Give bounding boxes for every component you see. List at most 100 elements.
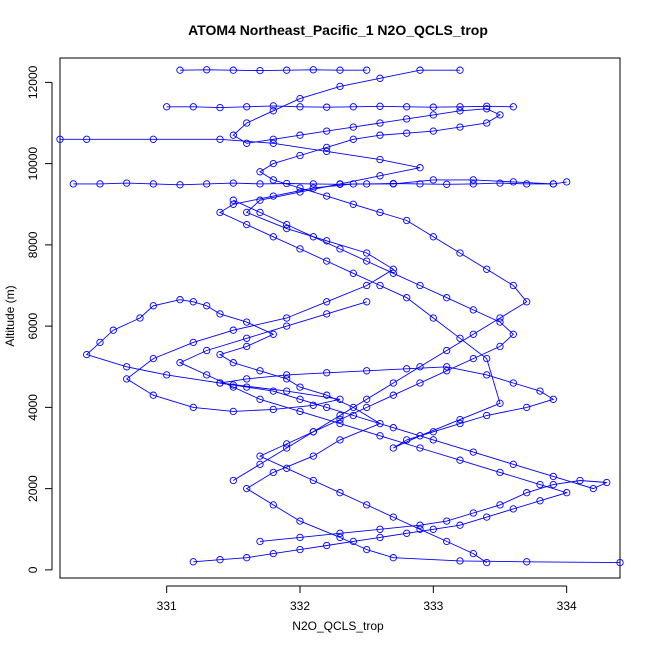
data-point [496,179,504,187]
data-point [456,557,464,565]
data-point [123,375,131,383]
data-point [243,342,251,351]
data-point [256,180,264,188]
data-point [483,558,491,567]
data-point [403,103,411,111]
data-point [256,208,264,217]
data-point [243,208,251,217]
data-point [456,334,464,342]
data-point [203,302,211,310]
data-point [283,444,291,452]
data-point [323,257,331,265]
data-point [216,379,224,387]
data-point [243,119,251,127]
plot-frame [59,57,621,579]
data-point [376,119,384,127]
data-point [376,102,384,110]
data-point [376,155,384,164]
data-point [336,489,344,497]
data-point [509,178,517,186]
data-point [83,135,91,143]
data-point [509,330,517,338]
data-point [443,363,451,371]
data-point [256,460,264,468]
data-point [309,184,317,192]
data-point [456,456,464,464]
data-point [549,395,557,403]
data-point [349,411,357,420]
data-point [416,281,424,290]
data-point [243,334,251,342]
data-point [256,196,264,204]
data-point [229,179,237,187]
data-point [483,371,491,379]
data-point [283,314,291,322]
data-point [243,484,251,493]
data-point [403,365,411,373]
data-point [483,513,491,521]
data-point [616,558,624,567]
data-point [509,281,517,290]
data-point [296,188,304,196]
data-point [363,281,371,290]
data-point [296,407,304,416]
data-point [469,509,477,517]
data-point [416,363,424,371]
data-point [336,419,344,428]
data-point [176,66,184,74]
data-point [243,103,251,111]
data-point [296,131,304,139]
data-point [389,179,397,188]
data-point [509,460,517,468]
data-point [149,354,157,363]
data-point [349,103,357,111]
data-point [336,529,344,537]
x-tick-label: 331 [157,599,177,613]
data-point [296,94,304,103]
data-point [349,537,357,546]
data-point [376,533,384,542]
data-point [149,180,157,188]
data-point [469,176,477,184]
data-point [256,367,264,375]
data-point [483,411,491,420]
data-point [229,196,237,204]
data-point [509,505,517,513]
data-point [363,501,371,509]
y-tick-label: 12000 [26,65,40,99]
data-point [243,220,251,229]
data-point [509,103,517,111]
data-point [256,168,264,176]
data-point [323,147,331,156]
data-point [256,395,264,403]
data-point [243,375,251,383]
data-point [456,521,464,529]
data-point [416,180,424,188]
data-point [416,432,424,440]
data-point [323,391,331,399]
data-point [323,103,331,111]
series-line-2 [219,179,607,542]
series-line-4 [178,301,569,563]
data-point [549,180,557,188]
data-point [163,371,171,379]
data-point [243,554,251,562]
data-point [256,66,264,75]
data-point [203,66,211,74]
data-point [496,342,504,351]
data-point [349,200,357,208]
data-point [309,233,317,241]
data-point [563,489,571,497]
data-point [576,476,584,485]
data-point [483,265,491,273]
data-point [323,143,331,152]
data-point [269,233,277,241]
data-point [469,330,477,338]
data-point [496,111,504,119]
data-point [563,178,571,186]
data-point [389,265,397,273]
data-point [216,135,224,143]
data-point [416,66,424,74]
y-tick-label: 8000 [26,231,40,258]
